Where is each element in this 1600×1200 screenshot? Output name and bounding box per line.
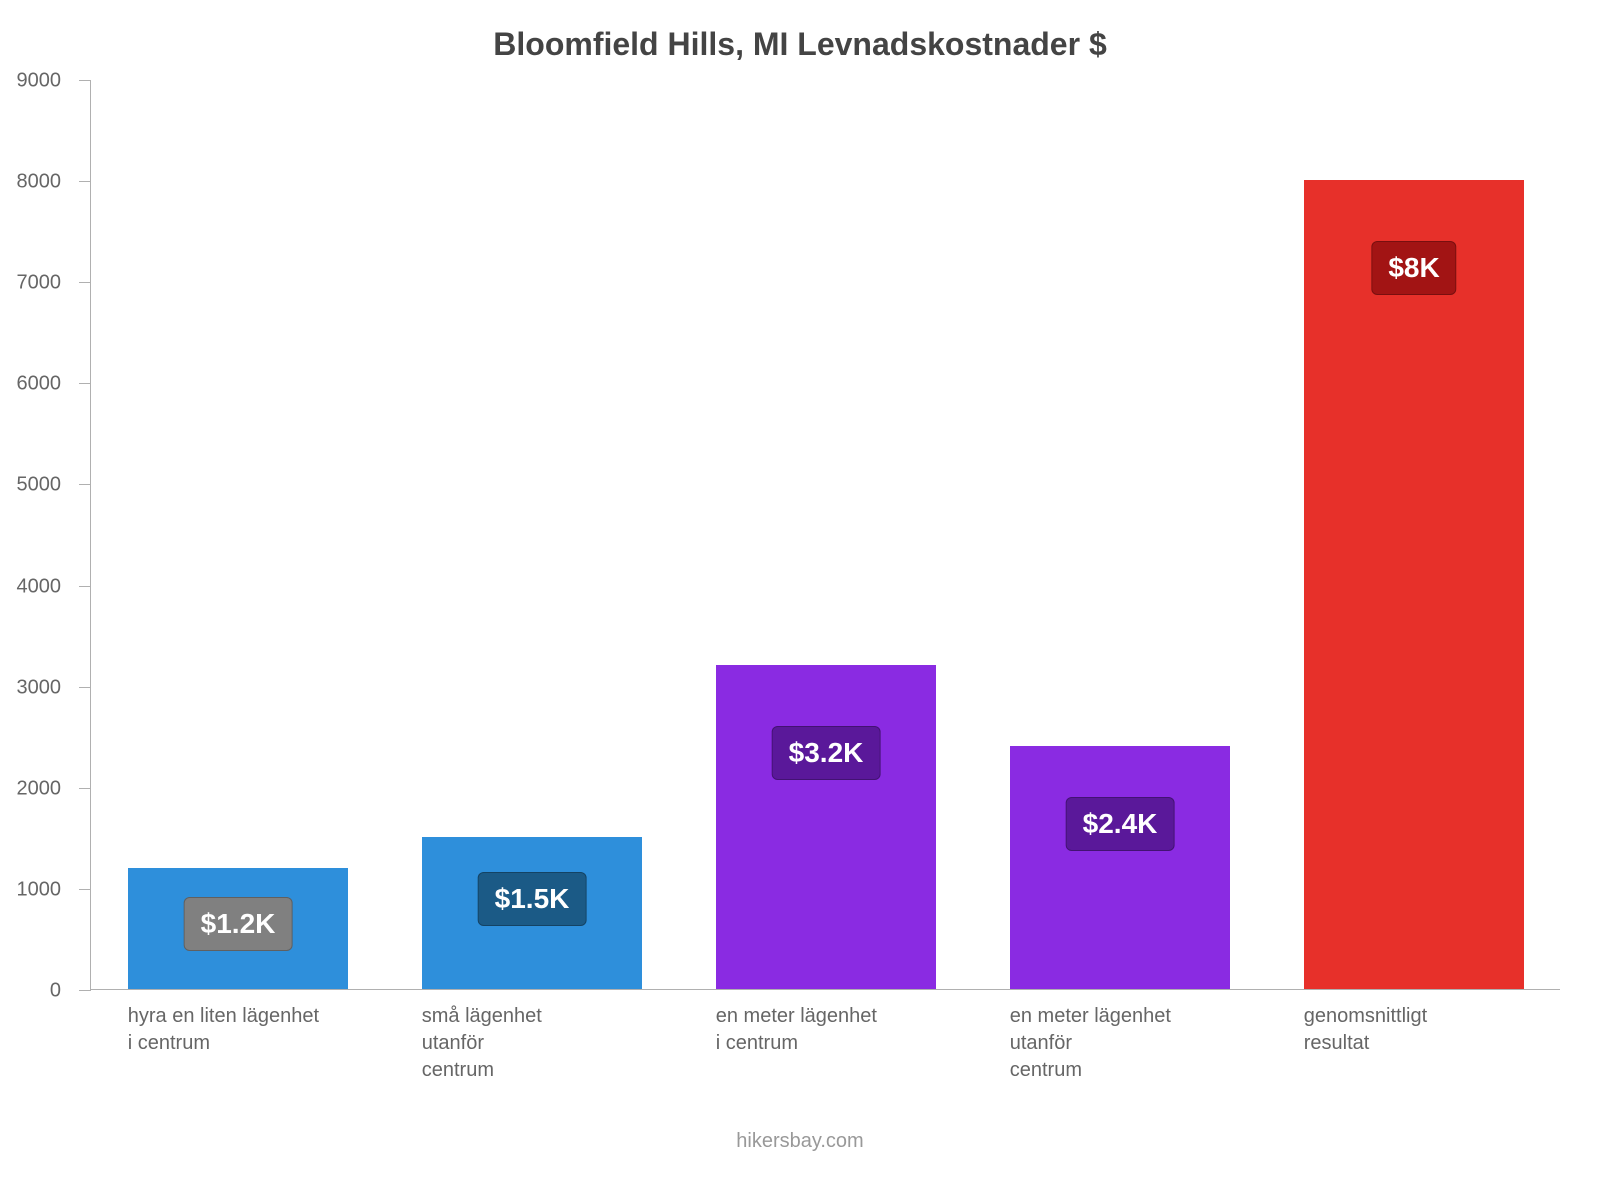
x-axis-label-line: små lägenhet (422, 1003, 642, 1030)
y-tick: 2000 (79, 788, 91, 789)
y-tick: 9000 (79, 80, 91, 81)
bar-value-badge: $2.4K (1066, 797, 1175, 851)
chart-container: Bloomfield Hills, MI Levnadskostnader $ … (0, 0, 1600, 1200)
chart-plot-area: 0100020003000400050006000700080009000$1.… (90, 80, 1560, 990)
x-axis-label-line: utanför (1010, 1030, 1230, 1057)
bar (1304, 180, 1525, 989)
x-axis-label-line: i centrum (716, 1030, 936, 1057)
x-axis-label-line: genomsnittligt (1304, 1003, 1524, 1030)
y-tick: 6000 (79, 383, 91, 384)
y-tick: 0 (79, 990, 91, 991)
bar-value-badge: $1.2K (184, 897, 293, 951)
x-axis-label: en meter lägenhetutanförcentrum (1010, 1003, 1230, 1084)
x-axis-label: genomsnittligtresultat (1304, 1003, 1524, 1057)
x-axis-label-line: i centrum (128, 1030, 348, 1057)
bar (716, 665, 937, 989)
bar (1010, 746, 1231, 989)
y-tick-label: 2000 (17, 777, 62, 800)
y-tick-label: 9000 (17, 70, 62, 93)
bar-value-badge: $1.5K (478, 872, 587, 926)
y-tick: 3000 (79, 687, 91, 688)
x-axis-label-line: centrum (1010, 1057, 1230, 1084)
x-axis-label-line: resultat (1304, 1030, 1524, 1057)
bar-value-badge: $3.2K (772, 726, 881, 780)
x-axis-label: en meter lägenheti centrum (716, 1003, 936, 1057)
x-axis-label-line: centrum (422, 1057, 642, 1084)
y-tick-label: 1000 (17, 878, 62, 901)
y-tick: 5000 (79, 484, 91, 485)
chart-footer: hikersbay.com (0, 1130, 1600, 1153)
y-tick-label: 6000 (17, 373, 62, 396)
y-tick-label: 0 (50, 980, 61, 1003)
chart-title: Bloomfield Hills, MI Levnadskostnader $ (0, 26, 1600, 63)
y-tick-label: 4000 (17, 575, 62, 598)
y-tick: 1000 (79, 889, 91, 890)
x-axis-label-line: en meter lägenhet (716, 1003, 936, 1030)
y-tick-label: 7000 (17, 272, 62, 295)
y-tick-label: 8000 (17, 171, 62, 194)
y-tick-label: 5000 (17, 474, 62, 497)
y-tick-label: 3000 (17, 676, 62, 699)
x-axis-label-line: utanför (422, 1030, 642, 1057)
y-tick: 7000 (79, 282, 91, 283)
y-tick: 4000 (79, 586, 91, 587)
x-axis-label: små lägenhetutanförcentrum (422, 1003, 642, 1084)
bar-value-badge: $8K (1371, 241, 1456, 295)
x-axis-label-line: hyra en liten lägenhet (128, 1003, 348, 1030)
x-axis-label: hyra en liten lägenheti centrum (128, 1003, 348, 1057)
x-axis-label-line: en meter lägenhet (1010, 1003, 1230, 1030)
y-tick: 8000 (79, 181, 91, 182)
